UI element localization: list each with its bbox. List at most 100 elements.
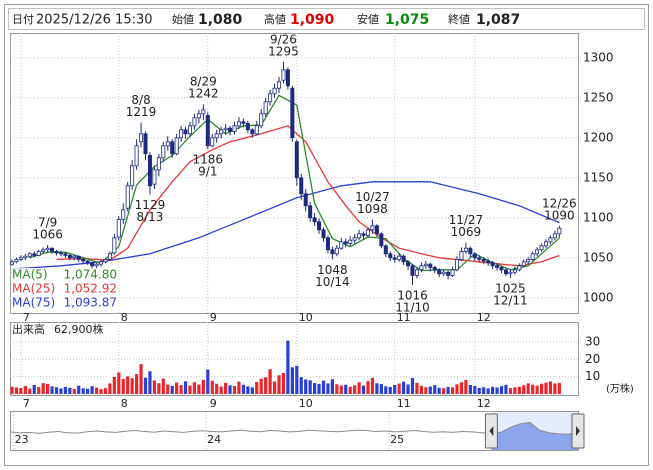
- open: 1,080: [198, 12, 243, 28]
- volume-bar: [37, 387, 41, 394]
- candle-body: [428, 263, 433, 268]
- candle-body: [472, 253, 477, 259]
- candle-body: [143, 133, 148, 155]
- volume-bar: [224, 382, 228, 394]
- candle-body: [250, 129, 255, 135]
- volume-bar: [313, 383, 317, 394]
- legend-box: [11, 268, 119, 311]
- legend-value: 1,093.87: [64, 296, 117, 310]
- volume-bar: [46, 383, 50, 394]
- volume-unit: (万株): [606, 382, 634, 395]
- volume-bar: [410, 378, 415, 394]
- annotation-price: 1016: [397, 289, 428, 303]
- navigator-handle-arrow[interactable]: [489, 426, 494, 436]
- y-tick-label: 1250: [583, 90, 614, 104]
- volume-bar: [206, 369, 210, 394]
- navigator-window-area: [491, 422, 578, 450]
- candle-body: [121, 209, 126, 220]
- candle-body: [165, 141, 170, 147]
- candle-body: [512, 269, 517, 273]
- volume-bar: [384, 386, 388, 394]
- annotation-date: 10/27: [355, 190, 390, 204]
- volume-bar: [152, 380, 156, 394]
- candle-body: [468, 247, 473, 255]
- volume-bar: [428, 386, 432, 394]
- candle-body: [321, 229, 326, 239]
- candle-body: [23, 255, 28, 259]
- x-tick-label: 7: [23, 311, 30, 324]
- volume-bar: [63, 386, 67, 394]
- volume-bar: [477, 387, 481, 394]
- candle-body: [241, 121, 246, 124]
- volume-bar: [50, 386, 54, 394]
- volume-bar: [272, 381, 277, 394]
- candle-body: [526, 258, 531, 263]
- candle-body: [303, 193, 308, 207]
- volume-bar: [246, 386, 250, 394]
- candle-body: [90, 262, 95, 267]
- candle-body: [446, 271, 451, 276]
- volume-bar: [281, 373, 286, 394]
- volume-bar: [166, 384, 170, 394]
- date: 2025/12/26 15:30: [36, 13, 153, 28]
- candle-body: [410, 265, 415, 276]
- candle-body: [374, 225, 379, 235]
- price-panel: [10, 33, 579, 314]
- candle-body: [268, 93, 273, 103]
- volume-bar: [468, 384, 472, 394]
- legend-value: 1,074.80: [64, 268, 117, 282]
- volume-bar: [295, 365, 299, 394]
- x-tick-label: 12: [477, 311, 491, 324]
- volume-bar: [277, 375, 281, 394]
- navigator-handle-arrow[interactable]: [576, 426, 580, 436]
- y-tick-label: 1150: [583, 170, 614, 184]
- volume-bar: [473, 386, 477, 394]
- candle-body: [454, 258, 459, 271]
- volume-bar: [339, 385, 343, 394]
- candle-body: [205, 115, 210, 147]
- annotation-price: 1069: [451, 225, 482, 239]
- candle-body: [490, 262, 495, 267]
- navigator-panel[interactable]: [10, 411, 579, 451]
- candle-body: [228, 127, 233, 132]
- annotation-price: 1048: [317, 263, 348, 277]
- annotation-date: 8/13: [136, 210, 163, 224]
- volume-bar: [486, 388, 490, 394]
- candle-body: [236, 121, 241, 127]
- volume-bar: [361, 385, 366, 394]
- candle-body: [463, 247, 468, 252]
- volume-bar: [179, 385, 183, 394]
- volume-bar: [99, 389, 103, 394]
- candle-body: [134, 145, 139, 167]
- volume-bar: [437, 387, 441, 394]
- candle-body: [281, 69, 286, 81]
- candle-body: [365, 229, 370, 236]
- candle-body: [544, 241, 549, 247]
- volume-bar: [286, 340, 290, 394]
- volume-bar: [446, 387, 450, 394]
- candle-body: [423, 263, 428, 267]
- volume-bar: [219, 386, 223, 394]
- annotation-price: 1098: [357, 202, 388, 216]
- candle-body: [259, 113, 264, 127]
- candle-body: [317, 221, 322, 231]
- candle-body: [254, 125, 259, 135]
- volume-bar: [201, 379, 205, 394]
- candle-body: [187, 125, 192, 135]
- candle-body: [477, 257, 482, 260]
- candle-body: [325, 237, 330, 251]
- volume-bar: [103, 388, 108, 394]
- candle-body: [379, 233, 384, 247]
- volume-bar: [130, 378, 134, 394]
- legend-name: MA(75): [12, 296, 55, 310]
- candle-body: [54, 250, 59, 254]
- volume-bar: [86, 388, 90, 394]
- volume-bar: [553, 383, 557, 394]
- candle-body: [330, 249, 335, 255]
- volume-bar: [513, 387, 517, 394]
- volume-bar: [450, 387, 455, 394]
- candle-body: [459, 250, 464, 260]
- annotation-date: 11/10: [395, 301, 430, 315]
- volume-bar: [442, 388, 446, 394]
- x-tick-label: 10: [299, 311, 313, 324]
